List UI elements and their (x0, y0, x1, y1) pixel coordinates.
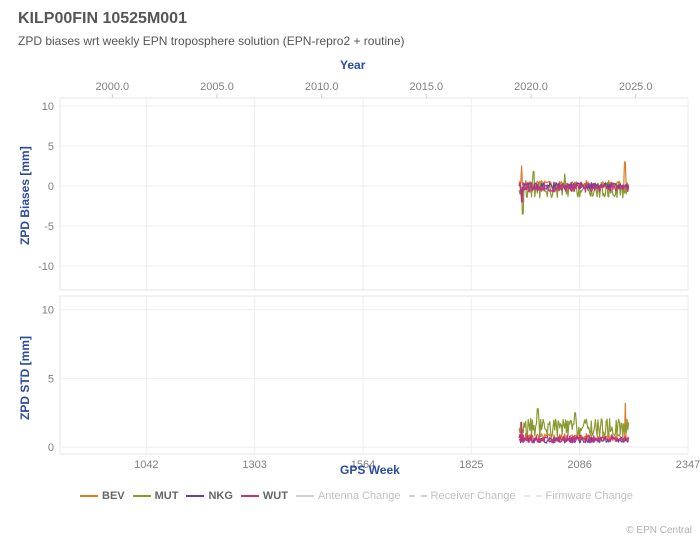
svg-text:2347: 2347 (676, 459, 700, 471)
legend: BEV MUT NKG WUT Antenna Change Receiver Chang… (80, 490, 660, 502)
svg-text:10: 10 (42, 101, 54, 113)
top-axis-label: Year (340, 58, 365, 72)
chart-frame: { "title": "KILP00FIN 10525M001", "subti… (0, 0, 700, 540)
svg-text:1825: 1825 (459, 459, 483, 471)
legend-item-antenna-change: Antenna Change (296, 490, 401, 502)
chart-subtitle: ZPD biases wrt weekly EPN troposphere so… (18, 34, 405, 48)
legend-item-nkg: NKG (186, 490, 232, 502)
svg-text:1303: 1303 (242, 459, 266, 471)
legend-item-receiver-change: Receiver Change (409, 490, 516, 502)
svg-text:10: 10 (42, 305, 54, 317)
y1-label: ZPD Biases [mm] (18, 146, 32, 245)
svg-text:1042: 1042 (134, 459, 158, 471)
svg-text:2010.0: 2010.0 (305, 81, 339, 93)
svg-text:2025.0: 2025.0 (619, 81, 653, 93)
svg-text:2015.0: 2015.0 (410, 81, 444, 93)
legend-item-firmware-change: Firmware Change (524, 490, 633, 502)
svg-text:-10: -10 (38, 261, 54, 273)
y2-label: ZPD STD [mm] (18, 336, 32, 420)
chart-title: KILP00FIN 10525M001 (18, 10, 187, 28)
svg-text:2020.0: 2020.0 (514, 81, 548, 93)
credit-text: © EPN Central (626, 525, 692, 536)
svg-text:0: 0 (48, 181, 54, 193)
svg-text:0: 0 (48, 442, 54, 454)
legend-item-mut: MUT (133, 490, 179, 502)
svg-text:2000.0: 2000.0 (96, 81, 130, 93)
legend-item-bev: BEV (80, 490, 125, 502)
chart-svg: 2000.0 2005.0 2010.0 2015.0 2020.0 2025.0 1042… (0, 0, 700, 540)
svg-text:2086: 2086 (567, 459, 591, 471)
svg-text:5: 5 (48, 141, 54, 153)
svg-text:5: 5 (48, 373, 54, 385)
legend-item-wut: WUT (241, 490, 288, 502)
bottom-axis-label: GPS Week (340, 463, 400, 477)
svg-text:-5: -5 (44, 221, 54, 233)
svg-text:2005.0: 2005.0 (200, 81, 234, 93)
